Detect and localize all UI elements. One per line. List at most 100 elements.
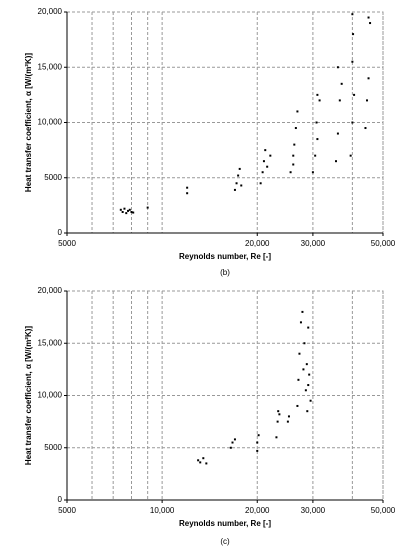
- point: [277, 410, 280, 413]
- x-tick-label: 5000: [58, 239, 76, 248]
- y-tick-label: 20,000: [38, 7, 63, 16]
- point: [233, 438, 236, 441]
- point: [125, 212, 128, 215]
- y-tick-label: 0: [58, 228, 63, 237]
- point: [318, 99, 321, 102]
- point: [127, 209, 130, 212]
- y-tick-label: 10,000: [38, 391, 63, 400]
- point: [257, 434, 260, 437]
- point: [123, 207, 126, 210]
- point: [304, 389, 307, 392]
- point: [298, 352, 301, 355]
- point: [132, 211, 135, 214]
- point: [307, 326, 310, 329]
- point: [229, 446, 232, 449]
- point: [306, 410, 309, 413]
- point: [231, 441, 234, 444]
- point: [367, 77, 370, 80]
- point: [351, 13, 354, 16]
- point: [287, 415, 290, 418]
- point: [186, 192, 189, 195]
- x-axis-label: Reynolds number, Re [-]: [179, 252, 271, 261]
- point: [289, 171, 292, 174]
- point: [238, 167, 241, 170]
- point: [264, 149, 267, 152]
- point: [276, 420, 279, 423]
- x-tick-label: 50,000: [371, 506, 396, 515]
- point: [286, 420, 289, 423]
- point: [315, 121, 318, 124]
- point: [340, 82, 343, 85]
- point: [364, 127, 367, 130]
- point: [301, 310, 304, 313]
- point: [293, 143, 296, 146]
- point: [316, 138, 319, 141]
- point: [261, 171, 264, 174]
- point: [297, 378, 300, 381]
- point: [146, 206, 149, 209]
- point: [256, 441, 259, 444]
- point: [351, 60, 354, 63]
- point: [351, 121, 354, 124]
- x-tick-label: 10,000: [150, 506, 175, 515]
- point: [199, 461, 202, 464]
- point: [307, 384, 310, 387]
- point: [235, 182, 238, 185]
- point: [311, 171, 314, 174]
- point: [305, 363, 308, 366]
- x-tick-label: 30,000: [301, 239, 326, 248]
- point: [275, 436, 278, 439]
- point: [366, 99, 369, 102]
- point: [259, 182, 262, 185]
- point: [353, 93, 356, 96]
- point: [292, 154, 295, 157]
- x-tick-label: 20,000: [245, 239, 270, 248]
- point: [266, 165, 269, 168]
- x-tick-label: 50,000: [371, 239, 396, 248]
- point: [314, 154, 317, 157]
- x-tick-label: 5000: [58, 506, 76, 515]
- point: [119, 208, 122, 211]
- point: [316, 93, 319, 96]
- point: [309, 399, 312, 402]
- y-tick-label: 0: [58, 495, 63, 504]
- point: [302, 368, 305, 371]
- y-tick-label: 5000: [44, 443, 62, 452]
- point: [367, 16, 370, 19]
- point: [237, 174, 240, 177]
- x-tick-label: 30,000: [301, 506, 326, 515]
- point: [336, 132, 339, 135]
- point: [262, 160, 265, 163]
- point: [303, 342, 306, 345]
- point: [256, 449, 259, 452]
- point: [240, 184, 243, 187]
- point: [292, 163, 295, 166]
- point: [197, 459, 200, 462]
- point: [296, 110, 299, 113]
- y-tick-label: 15,000: [38, 338, 63, 347]
- point: [269, 154, 272, 157]
- point: [308, 373, 311, 376]
- point: [334, 160, 337, 163]
- point: [205, 462, 208, 465]
- point: [338, 99, 341, 102]
- point: [296, 404, 299, 407]
- point: [186, 186, 189, 189]
- point: [130, 211, 133, 214]
- point: [336, 66, 339, 69]
- x-tick-label: 20,000: [245, 506, 270, 515]
- x-axis-label: Reynolds number, Re [-]: [179, 519, 271, 528]
- point: [233, 188, 236, 191]
- point: [352, 33, 355, 36]
- point: [349, 154, 352, 157]
- point: [278, 413, 281, 416]
- caption: (b): [220, 268, 230, 277]
- point: [294, 127, 297, 130]
- point: [299, 321, 302, 324]
- point: [202, 457, 205, 460]
- y-tick-label: 20,000: [38, 286, 63, 295]
- point: [369, 22, 372, 25]
- y-axis-label: Heat transfer coefficient, α [W/(m²K)]: [24, 53, 33, 192]
- y-tick-label: 10,000: [38, 118, 63, 127]
